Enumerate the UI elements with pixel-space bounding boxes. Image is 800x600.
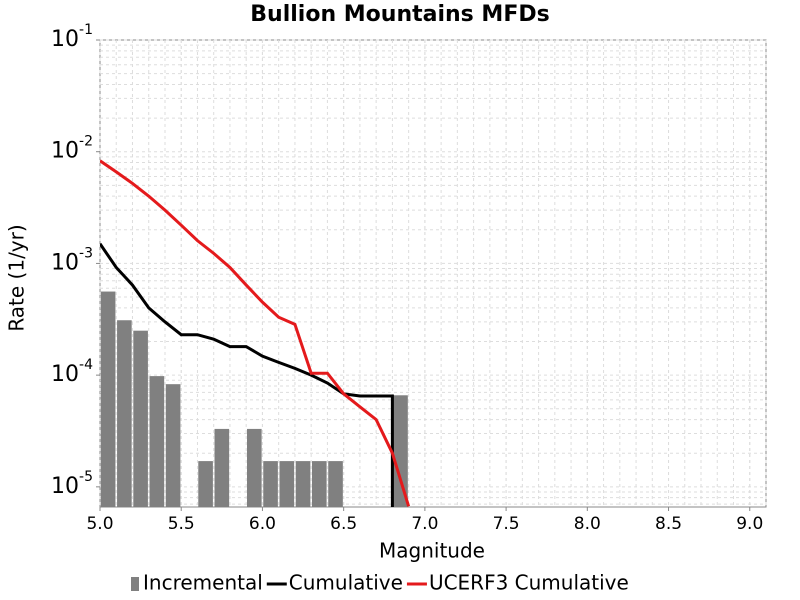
legend: Incremental Cumulative UCERF3 Cumulative xyxy=(131,571,629,595)
y-tick-label: 10-2 xyxy=(51,134,93,164)
bar xyxy=(295,461,311,507)
bar xyxy=(133,330,148,507)
bar xyxy=(393,395,408,507)
legend-label: Incremental xyxy=(143,571,263,595)
legend-swatch xyxy=(131,577,139,591)
line xyxy=(100,159,411,507)
y-tick-label: 10-5 xyxy=(51,469,93,499)
labels: 5.0 5.5 6.0 6.5 7.0 7.5 8.0 8.5 9.0 10-1 10-2 10-3 1… xyxy=(51,22,763,534)
bar xyxy=(214,428,230,507)
x-tick-label: 5.0 xyxy=(86,514,113,534)
bar xyxy=(263,461,278,507)
x-tick-label: 7.0 xyxy=(411,514,438,534)
legend-label: Cumulative xyxy=(289,571,403,595)
plot-area xyxy=(99,39,767,508)
bar xyxy=(100,291,116,507)
bar xyxy=(311,461,327,507)
bar xyxy=(117,320,132,507)
x-tick-label: 6.5 xyxy=(330,514,357,534)
x-tick-label: 6.0 xyxy=(249,514,276,534)
x-tick-label: 5.5 xyxy=(168,514,195,534)
y-tick-label: 10-3 xyxy=(51,245,93,275)
bar xyxy=(198,461,213,507)
bar xyxy=(279,461,295,507)
bar xyxy=(165,384,181,507)
y-tick-label: 10-4 xyxy=(51,357,93,387)
x-tick-label: 8.0 xyxy=(574,514,601,534)
grid xyxy=(99,39,767,507)
bar xyxy=(328,461,343,507)
y-axis-label: Rate (1/yr) xyxy=(5,224,29,331)
bar xyxy=(149,376,165,507)
x-tick-label: 9.0 xyxy=(736,514,763,534)
legend-label: UCERF3 Cumulative xyxy=(429,571,629,595)
marks xyxy=(100,159,411,507)
chart-title: Bullion Mountains MFDs xyxy=(250,2,549,27)
x-tick-label: 8.5 xyxy=(655,514,682,534)
line xyxy=(100,242,394,507)
x-axis-label: Magnitude xyxy=(379,539,485,563)
bar xyxy=(247,428,262,507)
y-tick-label: 10-1 xyxy=(51,22,93,52)
x-tick-label: 7.5 xyxy=(493,514,520,534)
